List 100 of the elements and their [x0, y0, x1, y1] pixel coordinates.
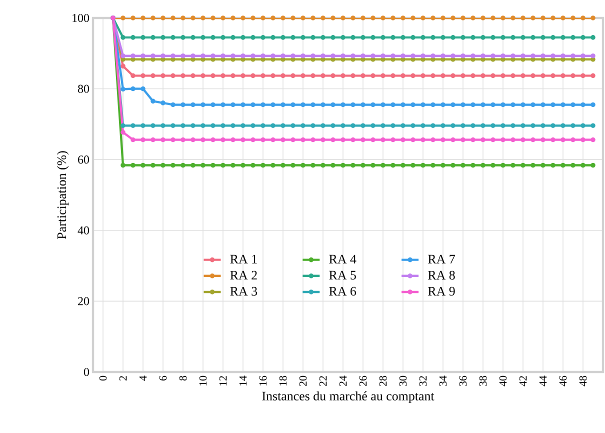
- legend-label: RA 7: [428, 254, 455, 264]
- point: [290, 53, 296, 58]
- point: [470, 162, 476, 168]
- point: [490, 73, 496, 78]
- point: [420, 162, 426, 168]
- point: [580, 53, 586, 58]
- point: [240, 137, 246, 142]
- point: [390, 123, 396, 128]
- point: [370, 16, 376, 20]
- point: [170, 123, 176, 128]
- point: [490, 53, 496, 58]
- point: [500, 162, 506, 168]
- point: [220, 73, 226, 78]
- point: [170, 57, 176, 62]
- point: [430, 137, 436, 142]
- legend-label: RA 4: [329, 254, 356, 264]
- point: [160, 16, 166, 20]
- point: [400, 162, 406, 168]
- point: [510, 123, 516, 128]
- point: [140, 16, 146, 20]
- point: [490, 137, 496, 142]
- point: [400, 57, 406, 62]
- point: [160, 162, 166, 168]
- point: [150, 73, 156, 78]
- point: [130, 86, 136, 92]
- point: [560, 102, 566, 108]
- point: [240, 123, 246, 128]
- point: [270, 137, 276, 142]
- point: [570, 123, 576, 128]
- point: [240, 73, 246, 78]
- point: [500, 35, 506, 40]
- point: [560, 53, 566, 58]
- point: [120, 53, 126, 58]
- point: [570, 57, 576, 62]
- point: [300, 35, 306, 40]
- point: [530, 16, 536, 20]
- point: [550, 137, 556, 142]
- point: [460, 57, 466, 62]
- point: [570, 35, 576, 40]
- point: [480, 123, 486, 128]
- point: [140, 57, 146, 62]
- point: [190, 53, 196, 58]
- point: [380, 123, 386, 128]
- point: [430, 102, 436, 108]
- point: [310, 102, 316, 108]
- point: [550, 57, 556, 62]
- point: [470, 53, 476, 58]
- point: [500, 16, 506, 20]
- point: [210, 53, 216, 58]
- point: [320, 16, 326, 20]
- point: [580, 73, 586, 78]
- point: [350, 162, 356, 168]
- point: [340, 137, 346, 142]
- point: [370, 137, 376, 142]
- point: [430, 53, 436, 58]
- point: [120, 16, 126, 20]
- point: [360, 73, 366, 78]
- point: [520, 35, 526, 40]
- x-tick-label: 30: [399, 376, 407, 386]
- point: [360, 53, 366, 58]
- point: [530, 137, 536, 142]
- point: [470, 123, 476, 128]
- point: [190, 57, 196, 62]
- point: [530, 162, 536, 168]
- legend-label: RA 1: [230, 254, 257, 264]
- point: [460, 137, 466, 142]
- point: [180, 16, 186, 20]
- point: [180, 162, 186, 168]
- point: [310, 16, 316, 20]
- point: [520, 16, 526, 20]
- point: [120, 130, 126, 135]
- point: [240, 57, 246, 62]
- point: [430, 16, 436, 20]
- point: [590, 162, 596, 168]
- point: [440, 162, 446, 168]
- point: [270, 57, 276, 62]
- point: [160, 57, 166, 62]
- point: [350, 73, 356, 78]
- point: [380, 102, 386, 108]
- point: [190, 123, 196, 128]
- point: [280, 53, 286, 58]
- point: [510, 53, 516, 58]
- point: [330, 137, 336, 142]
- point: [270, 35, 276, 40]
- point: [250, 137, 256, 142]
- point: [160, 53, 166, 58]
- point: [490, 57, 496, 62]
- point: [270, 73, 276, 78]
- point: [590, 57, 596, 62]
- point: [360, 16, 366, 20]
- point: [410, 35, 416, 40]
- point: [210, 16, 216, 20]
- point: [470, 57, 476, 62]
- point: [380, 53, 386, 58]
- point: [130, 123, 136, 128]
- point: [180, 102, 186, 108]
- point: [200, 123, 206, 128]
- point: [410, 162, 416, 168]
- point: [250, 16, 256, 20]
- point: [420, 35, 426, 40]
